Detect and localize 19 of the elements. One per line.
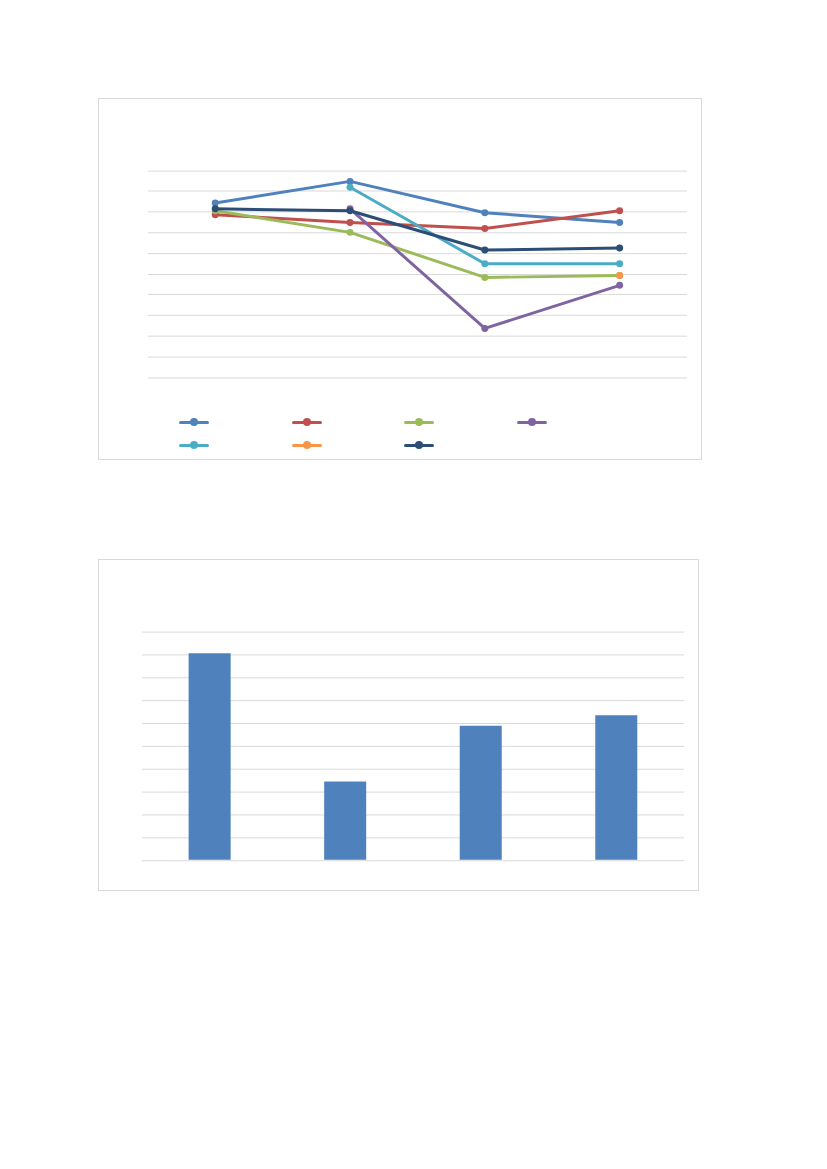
point [481, 224, 489, 232]
point [481, 273, 489, 281]
point [346, 219, 354, 227]
point [616, 244, 624, 252]
bar [459, 725, 502, 860]
point [616, 260, 624, 268]
bar [324, 781, 367, 860]
point [481, 260, 489, 268]
point [346, 183, 354, 191]
bar [188, 653, 231, 860]
point [211, 199, 219, 207]
point [346, 228, 354, 236]
point [616, 219, 624, 227]
point [616, 281, 624, 289]
point [481, 324, 489, 332]
point [616, 207, 624, 215]
point [481, 246, 489, 254]
point [481, 209, 489, 217]
bar [595, 715, 638, 860]
